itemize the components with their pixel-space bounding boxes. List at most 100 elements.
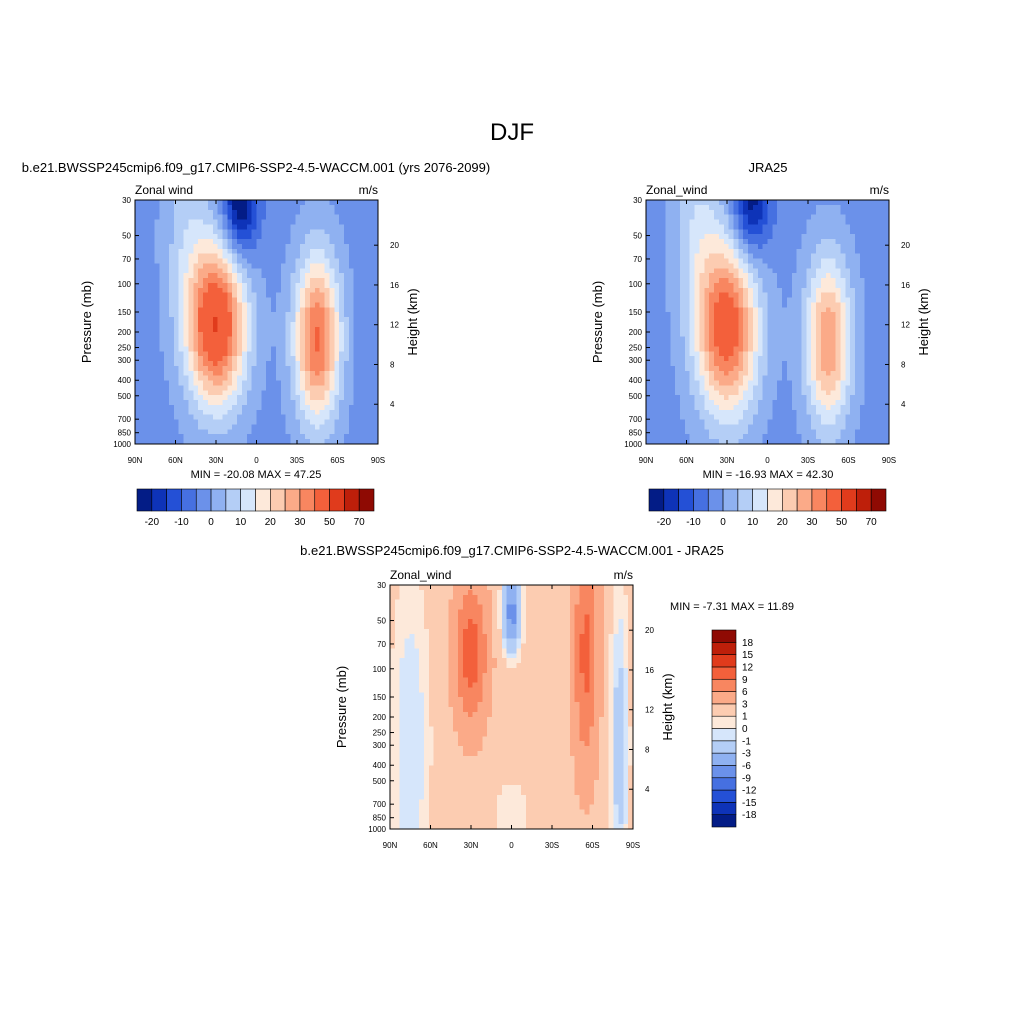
field-cell bbox=[743, 351, 749, 357]
field-cell bbox=[183, 331, 190, 338]
field-cell bbox=[329, 331, 335, 338]
field-cell bbox=[694, 351, 701, 357]
field-cell bbox=[368, 370, 374, 377]
field-cell bbox=[680, 341, 686, 347]
field-cell bbox=[801, 322, 807, 328]
field-cell bbox=[845, 214, 851, 221]
field-cell bbox=[207, 214, 214, 221]
field-cell bbox=[738, 404, 744, 411]
field-cell bbox=[845, 351, 851, 357]
field-cell bbox=[159, 356, 165, 362]
field-cell bbox=[738, 200, 744, 206]
field-cell bbox=[173, 229, 180, 235]
field-cell bbox=[164, 390, 170, 396]
field-cell bbox=[295, 317, 301, 323]
field-cell bbox=[791, 253, 798, 260]
field-cell bbox=[733, 326, 739, 333]
field-cell bbox=[256, 429, 262, 435]
field-label: Zonal wind bbox=[135, 183, 193, 197]
field-cell bbox=[757, 356, 764, 362]
field-cell bbox=[694, 200, 701, 206]
field-cell bbox=[144, 278, 151, 284]
field-cell bbox=[864, 331, 871, 338]
field-cell bbox=[748, 346, 754, 352]
field-cell bbox=[684, 239, 691, 245]
field-cell bbox=[854, 317, 861, 323]
field-cell bbox=[816, 365, 822, 372]
field-cell bbox=[665, 409, 671, 416]
field-cell bbox=[675, 297, 681, 304]
field-cell bbox=[752, 229, 759, 235]
field-cell bbox=[796, 336, 803, 343]
field-cell bbox=[139, 380, 146, 387]
field-cell bbox=[704, 424, 710, 430]
field-cell bbox=[869, 375, 876, 382]
field-cell bbox=[232, 219, 238, 225]
field-cell bbox=[207, 200, 214, 206]
field-cell bbox=[207, 312, 214, 318]
field-cell bbox=[169, 214, 175, 221]
field-cell bbox=[271, 263, 277, 269]
field-cell bbox=[650, 278, 657, 284]
field-cell bbox=[353, 268, 360, 274]
field-cell bbox=[772, 419, 778, 426]
field-cell bbox=[198, 356, 204, 362]
field-cell bbox=[348, 239, 355, 245]
field-cell bbox=[772, 229, 778, 235]
field-cell bbox=[874, 331, 880, 338]
field-cell bbox=[680, 253, 686, 260]
field-cell bbox=[261, 326, 267, 333]
field-cell bbox=[173, 365, 180, 372]
field-cell bbox=[241, 263, 248, 269]
field-cell bbox=[733, 375, 739, 382]
field-cell bbox=[675, 351, 681, 357]
field-cell bbox=[207, 239, 214, 245]
field-cell bbox=[777, 229, 783, 235]
field-cell bbox=[348, 385, 355, 391]
field-cell bbox=[183, 419, 190, 426]
field-cell bbox=[164, 351, 170, 357]
field-cell bbox=[178, 356, 185, 362]
field-cell bbox=[178, 351, 185, 357]
y2-tick-label: 12 bbox=[390, 321, 399, 330]
field-cell bbox=[816, 429, 822, 435]
field-cell bbox=[305, 365, 311, 372]
field-cell bbox=[144, 434, 151, 440]
field-cell bbox=[738, 229, 744, 235]
field-cell bbox=[169, 322, 175, 328]
field-cell bbox=[178, 434, 185, 440]
field-cell bbox=[188, 273, 194, 279]
field-cell bbox=[261, 380, 267, 387]
field-cell bbox=[670, 209, 676, 216]
field-cell bbox=[874, 395, 880, 401]
field-cell bbox=[193, 414, 199, 421]
field-cell bbox=[251, 361, 258, 367]
field-cell bbox=[825, 243, 832, 250]
field-cell bbox=[646, 361, 652, 367]
field-cell bbox=[665, 239, 671, 245]
field-cell bbox=[363, 219, 369, 225]
field-cell bbox=[373, 351, 379, 357]
field-cell bbox=[149, 351, 156, 357]
field-cell bbox=[704, 239, 710, 245]
field-cell bbox=[684, 414, 691, 421]
field-cell bbox=[232, 395, 238, 401]
field-cell bbox=[309, 419, 316, 426]
field-cell bbox=[300, 419, 306, 426]
field-cell bbox=[222, 380, 228, 387]
field-cell bbox=[806, 312, 812, 318]
field-cell bbox=[850, 317, 856, 323]
field-cell bbox=[217, 404, 224, 411]
field-cell bbox=[300, 297, 306, 304]
field-cell bbox=[825, 204, 832, 211]
field-cell bbox=[796, 414, 803, 421]
field-cell bbox=[723, 331, 730, 338]
field-cell bbox=[684, 229, 691, 235]
field-cell bbox=[348, 258, 355, 265]
field-cell bbox=[275, 278, 282, 284]
field-cell bbox=[762, 200, 769, 206]
field-cell bbox=[358, 317, 365, 323]
field-cell bbox=[723, 287, 730, 294]
field-cell bbox=[820, 356, 827, 362]
field-cell bbox=[173, 361, 180, 367]
